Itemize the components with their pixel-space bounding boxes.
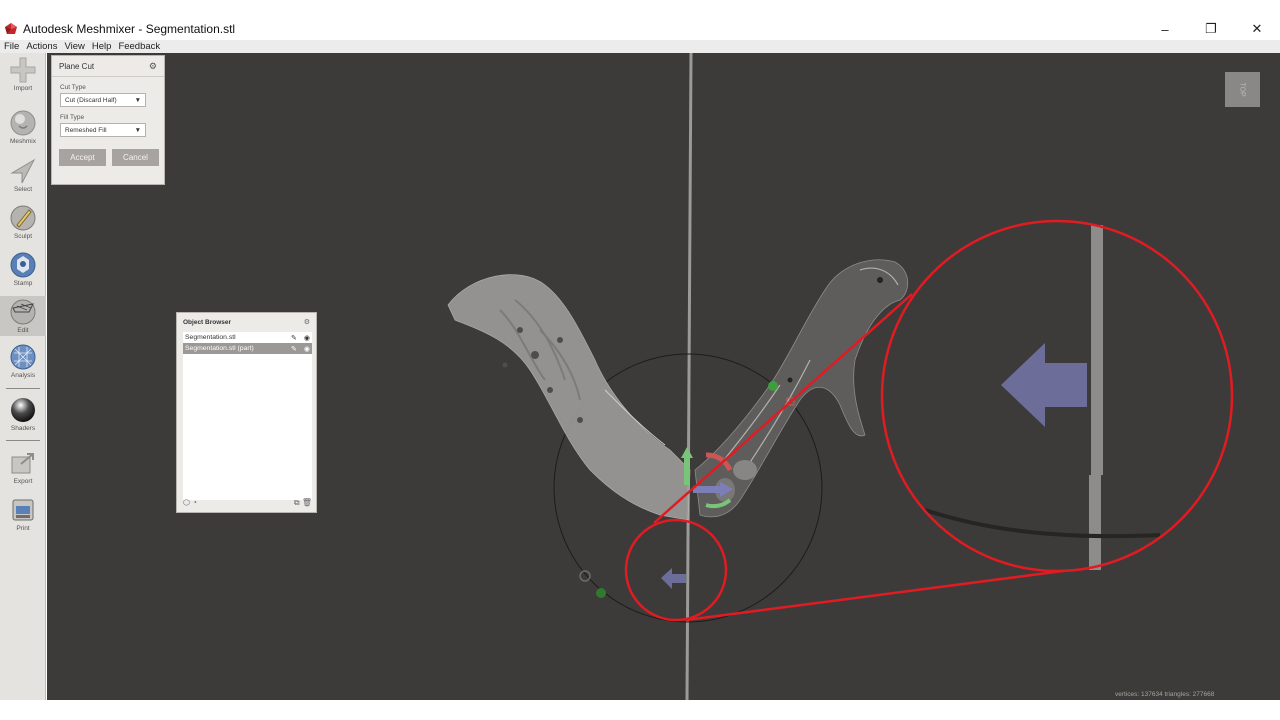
print-icon (12, 499, 34, 521)
material-icon[interactable]: ✎ (291, 345, 297, 353)
view-cube[interactable]: TOP (1225, 72, 1260, 107)
fill-type-value: Remeshed Fill (65, 126, 107, 134)
close-button[interactable]: ✕ (1251, 21, 1263, 36)
object-item-selected[interactable]: Segmentation.stl (part) ✎ ◉ (183, 343, 312, 354)
object-item-name: Segmentation.stl (part) (185, 345, 254, 352)
zoomed-direction-arrow (1001, 343, 1087, 427)
plane-cut-title: Plane Cut (59, 61, 95, 71)
annotation-line-bottom (685, 564, 1102, 622)
mandible-right-part (694, 259, 909, 518)
toolbar-divider (6, 440, 40, 441)
history-icon[interactable]: ◔ (192, 498, 198, 507)
cut-type-select[interactable]: Cut (Discard Half) ▼ (60, 93, 146, 107)
eye-icon[interactable]: ◉ (303, 345, 310, 353)
object-browser-header: Object Browser ⚙ (177, 313, 316, 331)
left-toolbar: Import Meshmix Select Sculpt (0, 53, 46, 700)
tool-edit-label: Edit (17, 327, 29, 334)
menu-file[interactable]: File (4, 41, 20, 52)
plane-cut-header: Plane Cut ⚙ (52, 56, 164, 77)
menu-bar: File Actions View Help Feedback (0, 40, 1280, 53)
tool-import-label: Import (13, 85, 33, 92)
tool-print-label: Print (16, 525, 30, 532)
sculpt-icon (10, 205, 36, 231)
dropdown-arrow-icon: ▼ (134, 96, 141, 104)
shaders-icon (11, 398, 35, 422)
object-item[interactable]: Segmentation.stl ✎ ◉ (183, 332, 312, 343)
annotation-large-circle (880, 219, 1234, 573)
toolbar-divider (6, 388, 40, 389)
fill-type-label: Fill Type (60, 114, 85, 121)
tool-meshmix[interactable]: Meshmix (0, 109, 46, 145)
object-browser-panel: Object Browser ⚙ Segmentation.stl ✎ ◉ Seg… (176, 312, 317, 513)
menu-help[interactable]: Help (91, 41, 112, 52)
small-direction-arrow (661, 568, 686, 589)
title-bar: Autodesk Meshmixer - Segmentation.stl – … (0, 18, 1280, 40)
gear-icon[interactable]: ⚙ (303, 319, 310, 326)
cancel-button[interactable]: Cancel (112, 149, 159, 166)
menu-view[interactable]: View (64, 41, 85, 52)
minimize-button[interactable]: – (1161, 21, 1169, 37)
mesh-stats: vertices: 137634 triangles: 277668 (1111, 688, 1280, 700)
import-icon (10, 57, 36, 83)
tool-stamp-label: Stamp (13, 280, 33, 287)
tool-edit[interactable]: Edit (0, 296, 46, 336)
tool-shaders-label: Shaders (10, 425, 36, 432)
tool-analysis[interactable]: Analysis (0, 343, 46, 379)
menu-actions[interactable]: Actions (26, 41, 58, 52)
meshmix-icon (10, 110, 36, 136)
fill-type-select[interactable]: Remeshed Fill ▼ (60, 123, 146, 137)
transform-gizmo (579, 381, 795, 598)
tool-analysis-label: Analysis (10, 372, 36, 379)
plane-cut-panel: Plane Cut ⚙ Cut Type Cut (Discard Half) … (51, 55, 165, 185)
eye-icon[interactable]: ◉ (303, 334, 310, 342)
cut-type-value: Cut (Discard Half) (65, 96, 117, 104)
material-icon[interactable]: ✎ (291, 334, 297, 342)
export-icon (11, 453, 34, 474)
cut-plane-line (685, 53, 693, 700)
cube-icon[interactable]: ⬡ (183, 498, 190, 507)
object-item-name: Segmentation.stl (185, 334, 236, 341)
stamp-icon (10, 252, 36, 278)
gizmo-rotation-ring (553, 353, 823, 623)
scene-canvas[interactable] (47, 53, 1280, 700)
object-browser-title: Object Browser (183, 318, 232, 326)
plane-cut-buttons: Accept Cancel (59, 149, 164, 166)
trash-icon[interactable]: 🗑 (301, 498, 312, 507)
object-browser-footer: ⬡ ◔ ⧉ 🗑 (183, 498, 312, 510)
mandible-left-part (447, 274, 691, 521)
tool-select-label: Select (13, 186, 33, 193)
edit-icon (10, 299, 36, 325)
gear-icon[interactable]: ⚙ (148, 60, 157, 71)
tool-stamp[interactable]: Stamp (0, 251, 46, 287)
tool-import[interactable]: Import (0, 56, 46, 92)
dropdown-arrow-icon: ▼ (134, 126, 141, 134)
restore-button[interactable]: ❐ (1205, 21, 1217, 36)
tool-shaders[interactable]: Shaders (0, 396, 46, 432)
tool-meshmix-label: Meshmix (9, 138, 36, 145)
menu-feedback[interactable]: Feedback (118, 41, 161, 52)
object-list: Segmentation.stl ✎ ◉ Segmentation.stl (pa… (183, 332, 312, 500)
zoom-lens (880, 219, 1234, 573)
analysis-icon (10, 344, 36, 370)
window-controls: – ❐ ✕ (1142, 18, 1280, 40)
select-icon (10, 158, 36, 184)
annotation-line-top (653, 293, 913, 524)
meshmixer-logo-icon (5, 23, 17, 34)
tool-export[interactable]: Export (0, 449, 46, 485)
duplicate-icon[interactable]: ⧉ (293, 498, 300, 507)
tool-sculpt-label: Sculpt (13, 233, 33, 240)
view-cube-label: TOP (1238, 82, 1246, 97)
tool-sculpt[interactable]: Sculpt (0, 204, 46, 240)
tool-select[interactable]: Select (0, 157, 46, 193)
cut-type-label: Cut Type (60, 84, 86, 91)
annotation-small-circle (624, 518, 728, 622)
window-title: Autodesk Meshmixer - Segmentation.stl (23, 22, 236, 36)
accept-button[interactable]: Accept (59, 149, 106, 166)
tool-print[interactable]: Print (0, 496, 46, 532)
tool-export-label: Export (13, 478, 33, 485)
